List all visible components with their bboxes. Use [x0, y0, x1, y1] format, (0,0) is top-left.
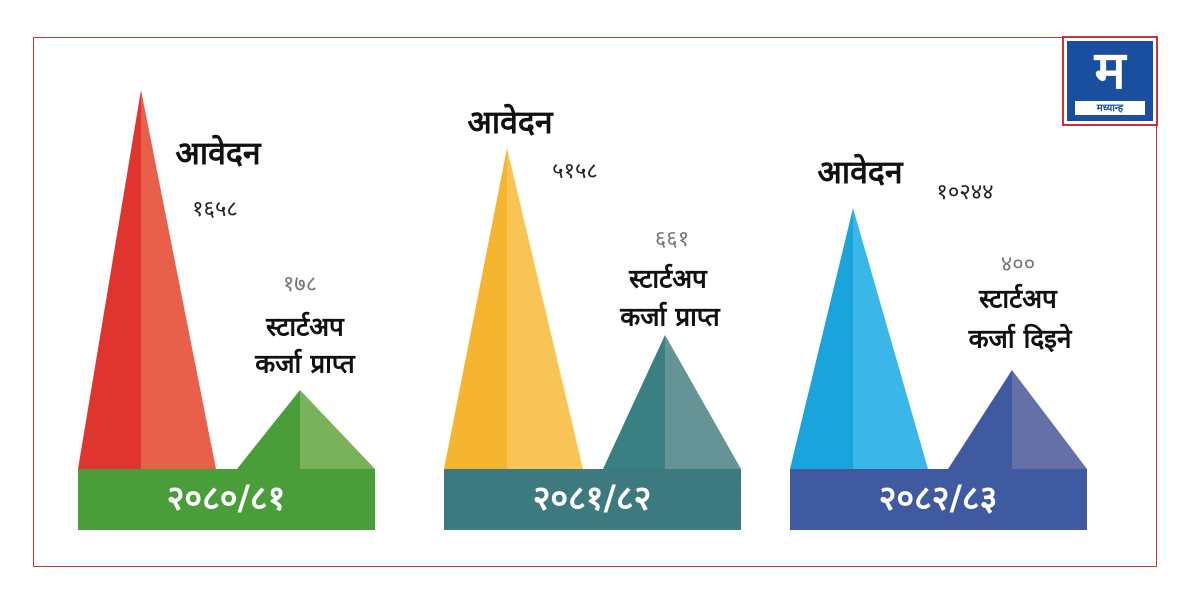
- triangle: [300, 390, 375, 469]
- year: २०८२/८३: [879, 479, 998, 519]
- triangle: [790, 208, 853, 469]
- panel: २०८०/८१ आवेदन १६५८ १७८ स्टार्टअप कर्जा प…: [78, 90, 375, 530]
- startups-label: कर्जा प्राप्त: [254, 349, 356, 380]
- triangle: [948, 370, 1012, 469]
- startups-label: कर्जा प्राप्त: [619, 302, 721, 333]
- applications: ५१५८: [552, 159, 598, 184]
- triangle: [603, 335, 665, 469]
- triangle: [507, 148, 583, 469]
- triangle: [853, 208, 928, 469]
- year-bar: [444, 469, 741, 530]
- startups-label: स्टार्टअप: [265, 312, 345, 343]
- startups-label: कर्जा दिइने: [968, 324, 1073, 355]
- triangle: [1012, 370, 1087, 469]
- year: २०८०/८१: [167, 479, 286, 519]
- triangle: [237, 390, 300, 469]
- startups: १७८: [283, 272, 317, 297]
- startups: ६६१: [655, 227, 689, 252]
- applications-label: आवेदन: [817, 153, 903, 191]
- year-bar: [790, 469, 1087, 530]
- applications: १०२४४: [936, 180, 993, 205]
- triangle: [665, 335, 741, 469]
- frame: [33, 37, 1157, 567]
- triangle: [444, 148, 507, 469]
- startups-label: स्टार्टअप: [628, 264, 708, 295]
- year-bar: [78, 469, 375, 530]
- triangle: [141, 90, 216, 469]
- applications-label: आवेदन: [467, 103, 553, 141]
- logo-letter: म: [1093, 41, 1127, 101]
- applications-label: आवेदन: [175, 134, 261, 172]
- applications: १६५८: [192, 197, 238, 222]
- panel: २०८१/८२ आवेदन ५१५८ ६६१ स्टार्टअप कर्जा प…: [444, 103, 741, 530]
- triangle: [78, 90, 141, 469]
- logo-name: मध्यान्ह: [1096, 103, 1124, 114]
- startups-label: स्टार्टअप: [978, 284, 1058, 315]
- logo: म मध्यान्ह: [1062, 36, 1158, 126]
- logo-strip: [1075, 101, 1145, 115]
- startups: ४००: [1001, 252, 1035, 277]
- year: २०८१/८२: [533, 479, 652, 519]
- panel: २०८२/८३ आवेदन १०२४४ ४०० स्टार्टअप कर्जा …: [790, 153, 1087, 530]
